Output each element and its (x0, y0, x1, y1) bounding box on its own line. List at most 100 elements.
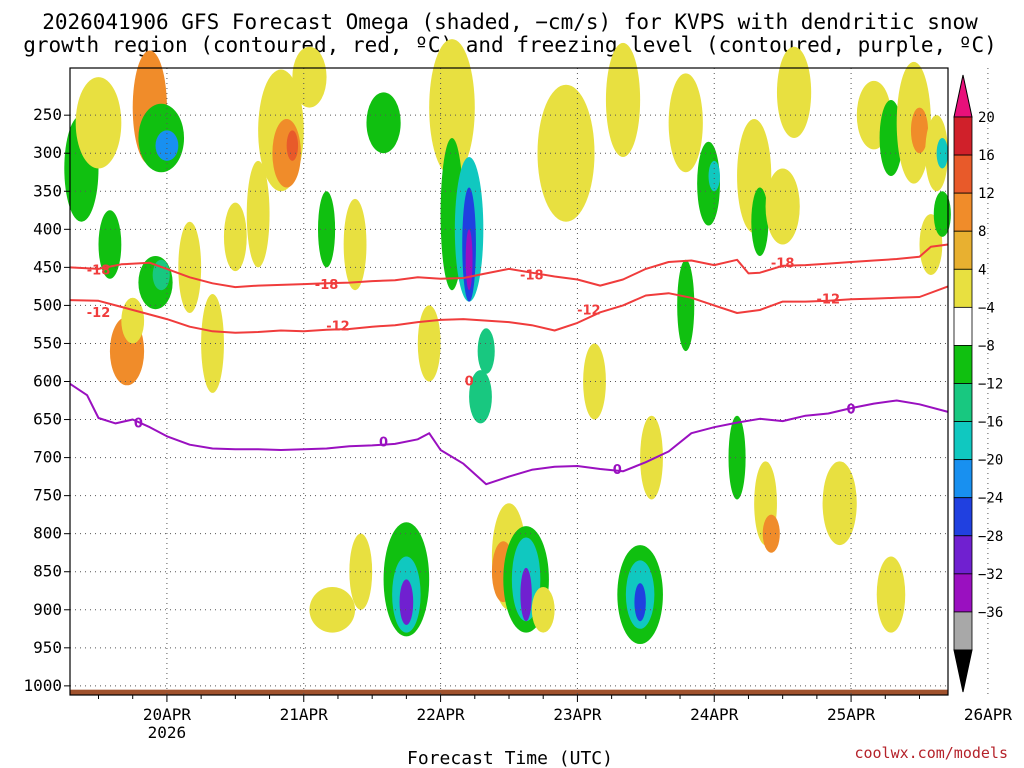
colorbar-swatch (953, 268, 973, 308)
omega-shade-cell (822, 461, 857, 546)
contour-label: 0 (465, 375, 474, 390)
omega-shade-cell (765, 168, 800, 245)
omega-shade-cell (634, 583, 646, 622)
colorbar-tick-label: −16 (978, 415, 1003, 431)
contour-label: -18 (771, 257, 795, 272)
colorbar-swatch (953, 383, 973, 422)
plot-area: -18 -18 -18 -18 -12 -12 -12 -12 0 0 0 0 0 (64, 39, 989, 696)
contour-line-minus18 (69, 243, 949, 289)
colorbar-tick-label: −28 (978, 529, 1003, 545)
omega-shade-cell (879, 99, 903, 177)
x-tick-label: 22APR (416, 705, 465, 724)
omega-shade-cell (728, 415, 746, 500)
colorbar-swatch (953, 535, 973, 575)
omega-shade-cell (223, 202, 247, 272)
contour-label: 0 (134, 416, 143, 431)
y-tick-label: 1000 (23, 676, 62, 695)
colorbar: 20 16 12 8 4 −4 −8 −12 −16 −20 −24 −28 −32 −36 (953, 74, 1003, 693)
omega-shade-cell (286, 130, 299, 161)
omega-shade-cell (936, 138, 948, 169)
contour-label: -12 (577, 304, 601, 319)
y-tick-label: 700 (33, 448, 62, 467)
y-tick-label: 250 (33, 105, 62, 124)
contour-label: 0 (379, 435, 388, 450)
colorbar-swatch (953, 192, 973, 232)
omega-shade-cell (520, 567, 532, 622)
omega-shade-cell (531, 586, 555, 633)
omega-shade-cell (477, 328, 495, 374)
colorbar-tick-label: 16 (978, 148, 995, 164)
colorbar-swatch (953, 421, 973, 461)
colorbar-tick-label: −20 (978, 453, 1003, 469)
x-tick-label: 23APR (553, 705, 602, 724)
x-axis-label: Forecast Time (UTC) (407, 748, 613, 768)
omega-shade-cell (933, 191, 951, 237)
x-tick-label: 24APR (690, 705, 739, 724)
colorbar-tick-label: −12 (978, 377, 1003, 393)
omega-shade-cell (776, 46, 812, 139)
colorbar-swatch (953, 345, 973, 384)
contour-label: -18 (520, 269, 544, 284)
omega-shading (64, 39, 951, 645)
x-tick-label: 26APR (964, 705, 1013, 724)
colorbar-tick-label: 20 (978, 110, 995, 126)
contour-label: -18 (315, 278, 339, 293)
y-tick-label: 950 (33, 638, 62, 657)
colorbar-swatch (953, 154, 973, 194)
y-tick-label: 850 (33, 562, 62, 581)
chart-title-line-1: 2026041906 GFS Forecast Omega (shaded, −… (42, 10, 978, 34)
omega-shade-cell (399, 579, 414, 625)
omega-shade-cell (309, 586, 356, 633)
omega-shade-cell (537, 84, 595, 222)
y-tick-label: 750 (33, 486, 62, 505)
omega-shade-cell (668, 73, 703, 173)
y-tick-label: 800 (33, 524, 62, 543)
omega-shade-cell (465, 229, 473, 291)
omega-shade-cell (910, 107, 929, 154)
contour-line-freezing (69, 382, 949, 486)
contour-line-minus12 (69, 285, 949, 334)
y-tick-label: 300 (33, 143, 62, 162)
omega-shade-cell (469, 370, 492, 424)
y-axis: 250 300 350 400 450 500 550 600 650 700 750 800 850 9… (23, 105, 70, 695)
credit-link[interactable]: coolwx.com/models (854, 744, 1008, 762)
omega-shade-cell (318, 191, 336, 268)
colorbar-swatch (953, 573, 973, 613)
x-year-label: 2026 (148, 723, 187, 742)
omega-shade-cell (292, 46, 327, 108)
omega-shade-cell (605, 42, 641, 158)
x-axis: 20APR 21APR 22APR 23APR 24APR 25APR 26APR 2026 (98, 695, 1013, 742)
colorbar-swatch (953, 497, 973, 537)
omega-shade-cell (178, 221, 202, 314)
colorbar-tick-label: −24 (978, 491, 1003, 507)
colorbar-tick-label: 8 (978, 224, 986, 240)
contour-label: -12 (87, 306, 111, 321)
omega-shade-cell (366, 92, 401, 154)
omega-shade-cell (708, 160, 720, 192)
omega-shade-cell (75, 77, 122, 169)
y-tick-label: 350 (33, 181, 62, 200)
x-tick-label: 25APR (827, 705, 876, 724)
colorbar-tick-label: −32 (978, 567, 1003, 583)
colorbar-tick-label: 4 (978, 262, 986, 278)
omega-shade-cell (417, 305, 441, 382)
contour-label: 0 (847, 403, 856, 418)
contour-label: 0 (613, 463, 622, 478)
chart-title-line-2: growth region (contoured, red, ºC) and f… (23, 33, 997, 57)
colorbar-swatch (953, 230, 973, 270)
omega-shade-cell (640, 415, 663, 500)
contour-label: -12 (326, 320, 350, 335)
contour-label: -18 (87, 263, 111, 278)
colorbar-tick-label: −4 (978, 300, 995, 316)
omega-shade-cell (98, 210, 122, 279)
y-tick-label: 400 (33, 219, 62, 238)
contour-label: -12 (817, 292, 841, 307)
omega-shade-cell (201, 293, 224, 393)
contour-lines: -18 -18 -18 -18 -12 -12 -12 -12 0 0 0 0 0 (69, 243, 949, 486)
colorbar-bottom-arrow (953, 649, 973, 693)
omega-shade-cell (343, 198, 367, 291)
colorbar-swatch (953, 116, 973, 156)
y-tick-label: 600 (33, 372, 62, 391)
omega-shade-cell (246, 160, 270, 268)
